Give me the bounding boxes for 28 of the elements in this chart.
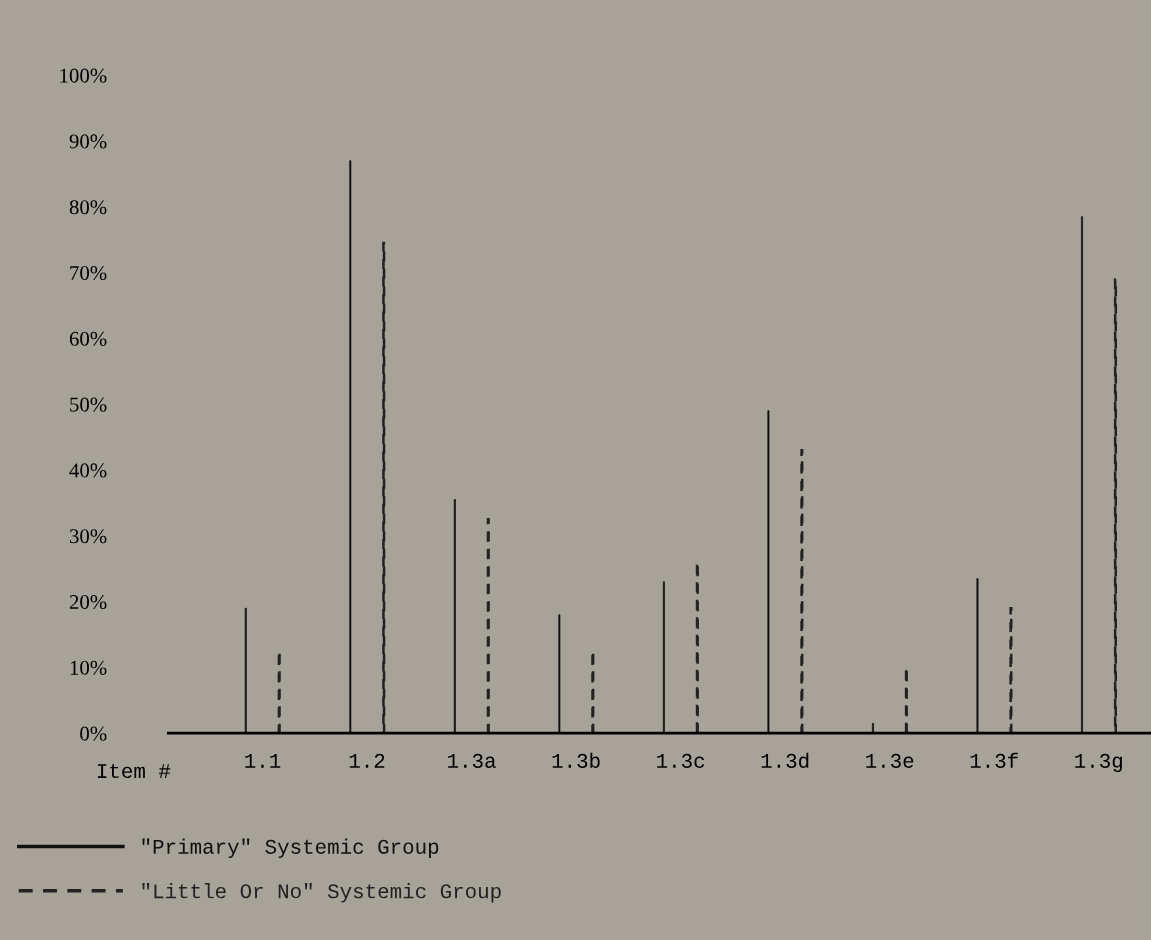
x-axis-title: Item # [97,764,171,779]
bar [1113,277,1118,734]
x-tick-label: 1.3g [1075,753,1122,773]
bar [382,241,386,734]
y-tick-label: 10% [70,660,107,675]
x-tick-label: 1.3e [866,753,914,768]
x-tick-label: 1.3b [552,752,600,768]
y-tick-label: 40% [69,463,107,478]
y-tick-label: 30% [69,529,107,544]
x-tick-label: 1.3d [761,752,809,769]
x-tick-label: 1.1 [245,754,281,768]
x-tick-label: 1.2 [349,753,385,768]
y-tick-label: 60% [69,331,107,346]
bar [800,449,804,734]
y-tick-label: 0% [80,726,107,741]
y-tick-label: 50% [70,397,107,412]
bar [1009,606,1013,734]
x-tick-label: 1.3f [970,752,1018,768]
x-tick-label: 1.3c [657,753,705,768]
text: "Primary" Systemic Group [142,838,439,859]
y-tick-label: 70% [70,265,107,281]
y-tick-label: 100% [60,68,107,83]
x-tick-label: 1.3a [448,753,496,768]
y-tick-label: 90% [69,134,107,149]
y-tick-label: 20% [69,594,107,610]
bar [486,518,490,734]
y-tick-label: 80% [69,200,107,215]
text: "Little Or No" Systemic Group [142,883,501,903]
